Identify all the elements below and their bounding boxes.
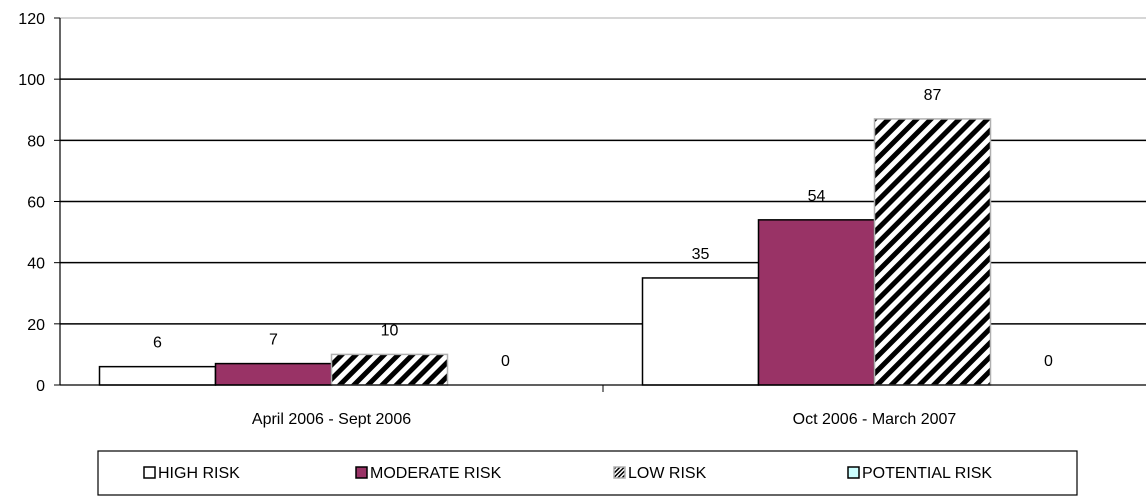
bar: [641, 277, 760, 386]
data-label: 0: [501, 353, 510, 370]
legend-label: HIGH RISK: [158, 465, 240, 482]
data-label: 10: [381, 322, 399, 339]
data-label: 7: [269, 332, 278, 349]
legend-swatch: [355, 466, 368, 479]
bar: [873, 118, 992, 386]
bar: [98, 365, 217, 386]
x-tick-label: Oct 2006 - March 2007: [793, 411, 957, 428]
legend-label: MODERATE RISK: [370, 465, 502, 482]
bar: [757, 219, 876, 386]
legend-label: LOW RISK: [628, 465, 707, 482]
data-labels: 6 7 10 0 35 54 87 0: [153, 87, 1053, 370]
legend-label: POTENTIAL RISK: [862, 465, 992, 482]
bar: [214, 362, 333, 386]
legend-swatch: [143, 466, 156, 479]
legend: HIGH RISK MODERATE RISK LOW RISK POTENTIAL …: [97, 450, 1078, 496]
y-tick-label: 0: [36, 378, 45, 395]
data-label: 35: [692, 246, 710, 263]
y-tick-label: 20: [27, 317, 45, 334]
y-tick-label: 40: [27, 256, 45, 273]
data-label: 6: [153, 335, 162, 352]
data-label: 87: [924, 87, 942, 104]
bars: [98, 118, 992, 386]
bar: [330, 353, 449, 386]
legend-box: [97, 450, 1078, 496]
x-tick-label: April 2006 - Sept 2006: [252, 411, 411, 428]
data-label: 0: [1044, 353, 1053, 370]
legend-swatch: [613, 466, 626, 479]
y-tick-label: 60: [27, 195, 45, 212]
data-label: 54: [808, 188, 826, 205]
y-tick-label: 80: [27, 133, 45, 150]
y-tick-label: 100: [18, 72, 45, 89]
legend-swatch: [847, 466, 860, 479]
y-tick-label: 120: [18, 11, 45, 28]
